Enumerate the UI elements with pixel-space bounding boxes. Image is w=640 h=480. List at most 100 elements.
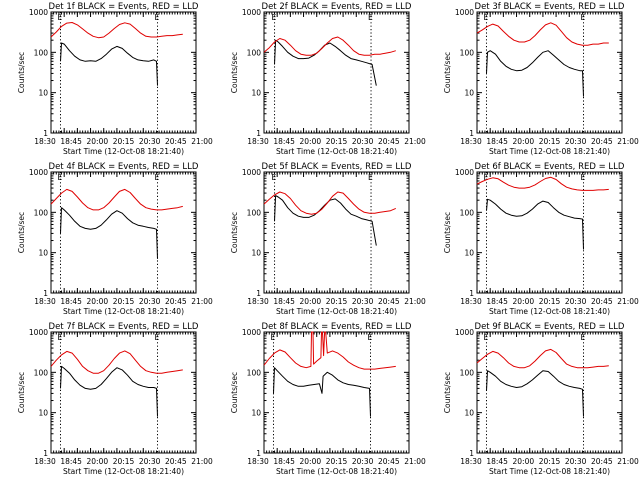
y-axis-label: Counts/sec [443, 372, 452, 413]
x-tick-label: 21:00 [191, 297, 213, 306]
panel-5: Det 5f BLACK = Events, RED = LLD 1 10 100 10… [230, 162, 426, 316]
series-lld-line [476, 22, 609, 46]
x-tick-label: 20:30 [352, 137, 374, 146]
panel-9: Det 9f BLACK = Events, RED = LLD 1 10 100 10… [443, 322, 639, 476]
x-tick-label: 20:00 [513, 457, 535, 466]
y-tick-label: 1000 [29, 328, 48, 337]
plot-frame [476, 11, 623, 134]
y-tick-label: 1000 [455, 328, 474, 337]
y-tick-label: 10 [38, 89, 48, 98]
x-tick-label: 18:45 [273, 137, 295, 146]
x-tick-label: 18:45 [60, 137, 82, 146]
panel-6: Det 6f BLACK = Events, RED = LLD 1 10 100 10… [443, 162, 639, 316]
event-marker-label: E [270, 333, 275, 342]
y-tick-label: 100 [460, 368, 475, 377]
panel-4: Det 4f BLACK = Events, RED = LLD 1 10 100 10… [17, 162, 213, 316]
series-events-line [486, 50, 584, 97]
panel-8: Det 8f BLACK = Events, RED = LLD 1 10 100 10… [230, 322, 426, 476]
y-axis-label: Counts/sec [443, 212, 452, 253]
x-tick-label: 20:45 [378, 457, 400, 466]
y-tick-label: 1 [256, 289, 261, 298]
x-tick-label: 20:00 [300, 297, 322, 306]
panel-title: Det 6f BLACK = Events, RED = LLD [475, 162, 625, 172]
y-tick-label: 1 [469, 449, 474, 458]
x-axis-label: Start Time (12-Oct-08 18:21:40) [63, 147, 184, 156]
event-marker-label: E [581, 173, 586, 182]
panel-title: Det 1f BLACK = Events, RED = LLD [49, 2, 199, 12]
series-lld-line [50, 188, 183, 211]
x-tick-label: 18:30 [460, 137, 482, 146]
series-events-line [273, 367, 371, 417]
plot-frame [263, 331, 410, 454]
x-tick-label: 20:45 [378, 297, 400, 306]
x-tick-label: 18:45 [486, 297, 508, 306]
panel-2: Det 2f BLACK = Events, RED = LLD 1 10 100 10… [230, 2, 426, 156]
event-marker-label: E [483, 173, 488, 182]
y-axis-label: Counts/sec [230, 212, 239, 253]
series-events-line [486, 370, 584, 417]
panel-title: Det 5f BLACK = Events, RED = LLD [262, 162, 412, 172]
series-lld-line [50, 350, 183, 374]
x-tick-label: 20:45 [378, 137, 400, 146]
x-tick-label: 21:00 [617, 457, 639, 466]
y-tick-label: 100 [460, 48, 475, 57]
y-tick-label: 10 [464, 249, 474, 258]
event-marker-label: E [272, 13, 277, 22]
y-tick-label: 10 [38, 249, 48, 258]
y-tick-label: 100 [247, 48, 262, 57]
x-tick-label: 20:00 [513, 137, 535, 146]
x-tick-label: 20:00 [87, 297, 109, 306]
plot-frame [50, 171, 197, 294]
y-tick-label: 1 [256, 129, 261, 138]
y-tick-label: 10 [251, 249, 261, 258]
x-axis-label: Start Time (12-Oct-08 18:21:40) [276, 147, 397, 156]
y-axis-label: Counts/sec [17, 372, 26, 413]
x-tick-label: 20:15 [539, 297, 561, 306]
x-tick-label: 20:00 [87, 137, 109, 146]
event-marker-label: E [368, 333, 373, 342]
panel-title: Det 2f BLACK = Events, RED = LLD [262, 2, 412, 12]
x-tick-label: 20:30 [565, 457, 587, 466]
x-tick-label: 18:30 [247, 457, 269, 466]
x-axis-label: Start Time (12-Oct-08 18:21:40) [489, 147, 610, 156]
y-tick-label: 1 [43, 129, 48, 138]
x-tick-label: 20:15 [539, 457, 561, 466]
y-tick-label: 1000 [242, 328, 261, 337]
y-tick-label: 1 [256, 449, 261, 458]
x-tick-label: 20:45 [591, 457, 613, 466]
series-lld-line [263, 36, 396, 56]
x-tick-label: 18:45 [60, 457, 82, 466]
x-tick-label: 21:00 [617, 137, 639, 146]
plot-frame [50, 11, 197, 134]
x-tick-label: 21:00 [191, 457, 213, 466]
panel-title: Det 4f BLACK = Events, RED = LLD [49, 162, 199, 172]
x-tick-label: 20:00 [87, 457, 109, 466]
y-tick-label: 1000 [242, 168, 261, 177]
x-tick-label: 20:15 [326, 457, 348, 466]
x-tick-label: 18:30 [247, 297, 269, 306]
x-tick-label: 18:45 [486, 457, 508, 466]
event-marker-label: E [581, 333, 586, 342]
y-tick-label: 1000 [242, 8, 261, 17]
series-lld-line [263, 191, 396, 215]
series-lld-line [476, 176, 609, 191]
series-lld-line [50, 22, 183, 39]
event-marker-label: E [483, 333, 488, 342]
event-marker-label: E [57, 173, 62, 182]
y-axis-label: Counts/sec [443, 52, 452, 93]
x-tick-label: 20:00 [513, 297, 535, 306]
y-tick-label: 100 [247, 368, 262, 377]
y-tick-label: 1 [469, 289, 474, 298]
series-events-line [274, 195, 377, 246]
series-events-line [60, 207, 158, 259]
x-tick-label: 18:30 [460, 297, 482, 306]
panel-title: Det 3f BLACK = Events, RED = LLD [475, 2, 625, 12]
x-tick-label: 18:45 [486, 137, 508, 146]
x-axis-label: Start Time (12-Oct-08 18:21:40) [276, 467, 397, 476]
x-tick-label: 18:30 [34, 457, 56, 466]
plot-frame [263, 11, 410, 134]
panel-7: Det 7f BLACK = Events, RED = LLD 1 10 100 10… [17, 322, 213, 476]
x-tick-label: 20:15 [539, 137, 561, 146]
event-marker-label: E [483, 13, 488, 22]
y-axis-label: Counts/sec [230, 372, 239, 413]
